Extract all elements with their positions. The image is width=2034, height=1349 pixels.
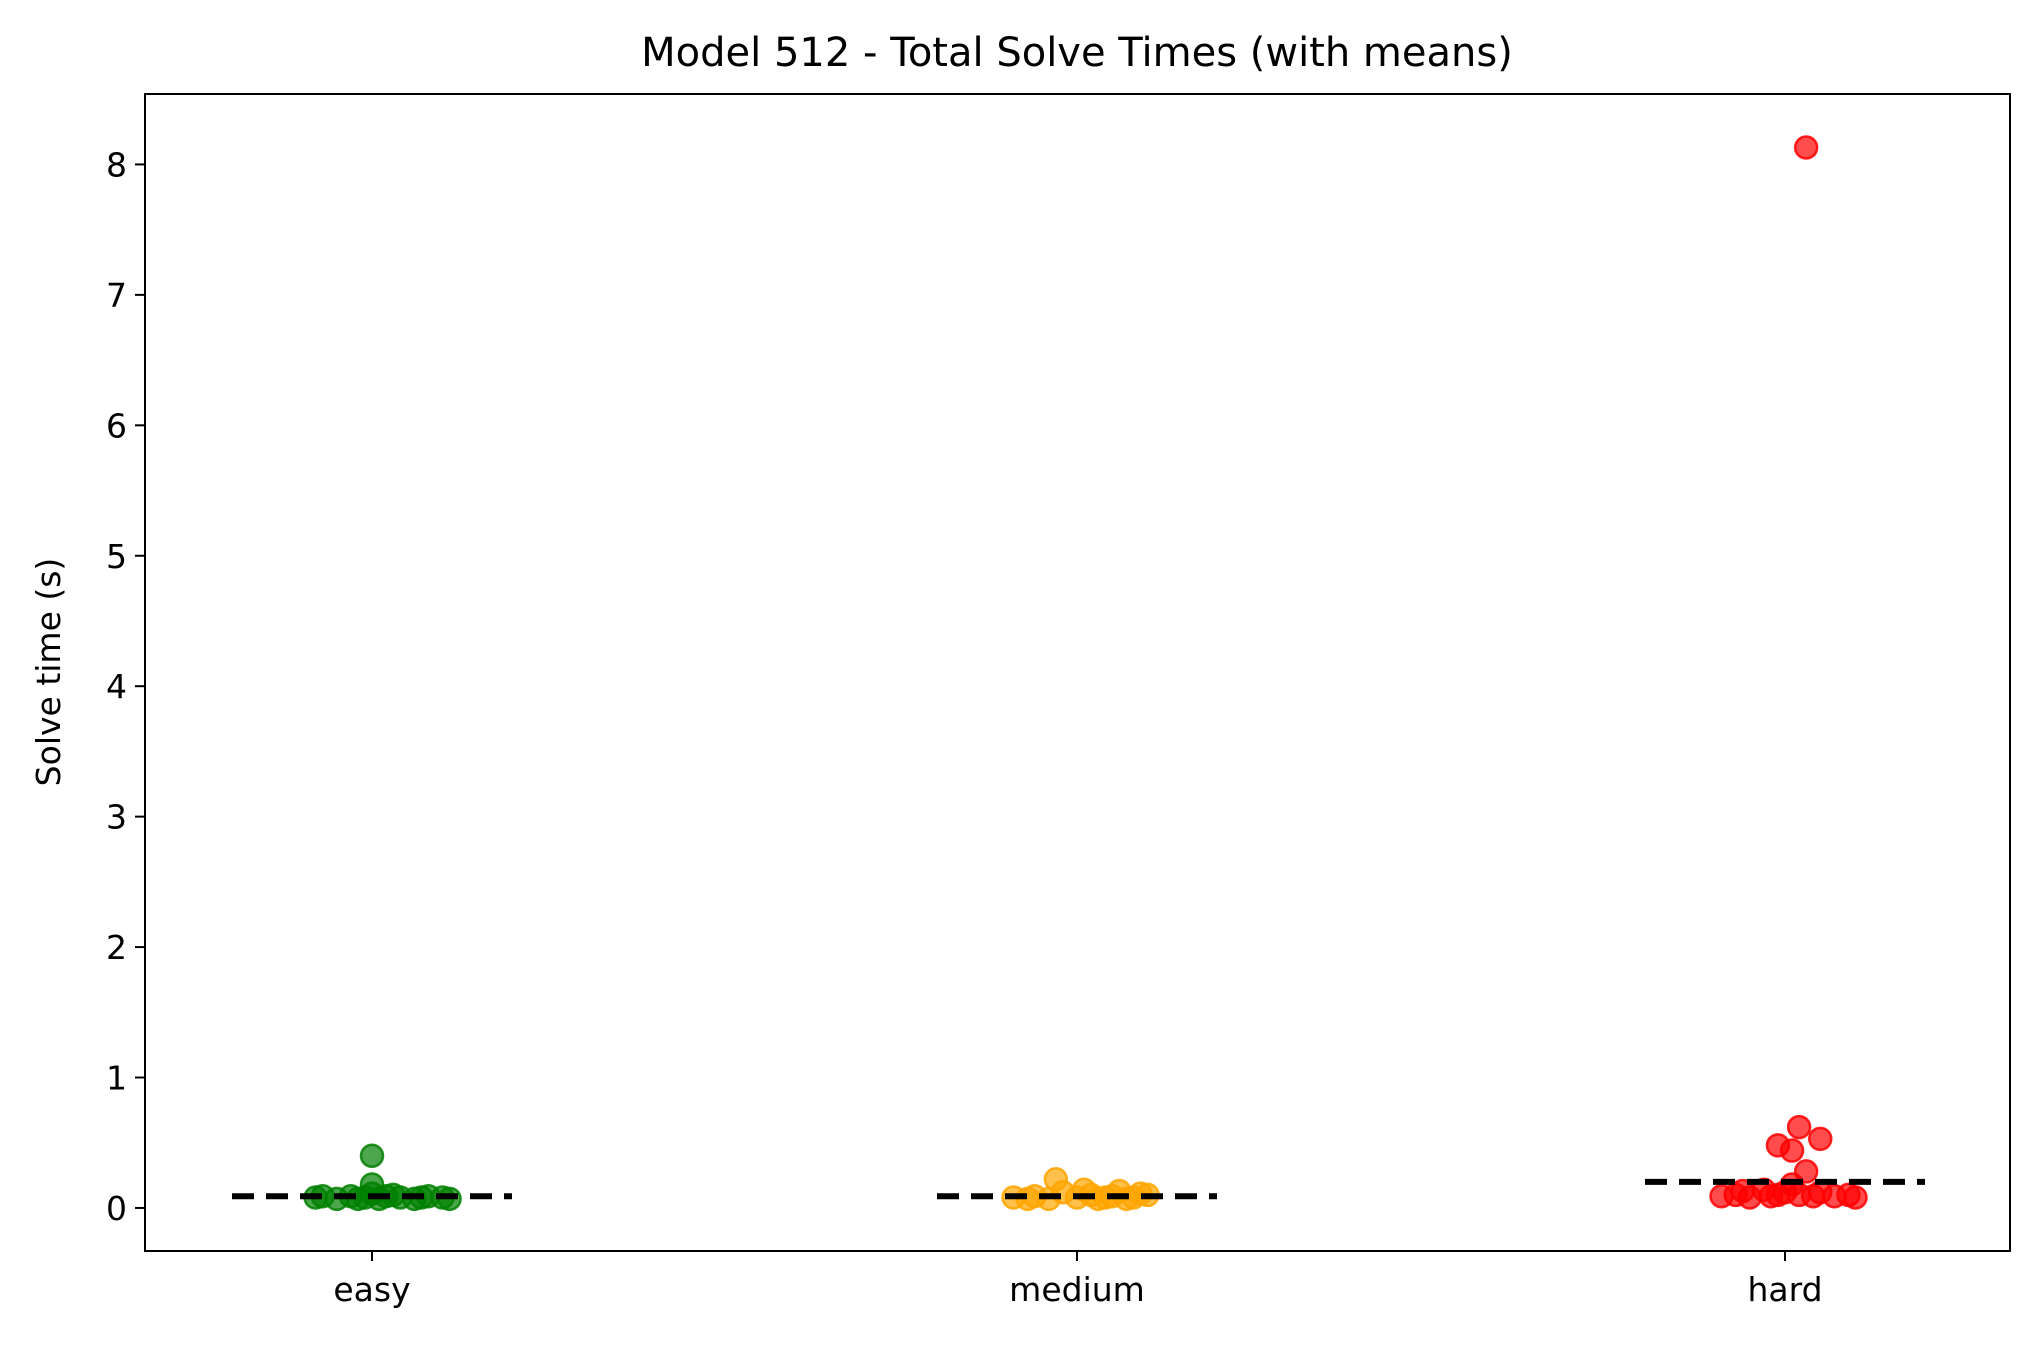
chart-title: Model 512 - Total Solve Times (with mean… bbox=[641, 30, 1513, 76]
y-tick-label: 3 bbox=[106, 798, 127, 837]
point-hard bbox=[1793, 1159, 1819, 1184]
y-tick-label: 4 bbox=[106, 667, 127, 706]
point-hard bbox=[1800, 1183, 1826, 1209]
x-tick-label-medium: medium bbox=[1009, 1270, 1145, 1309]
y-tick-label: 1 bbox=[106, 1059, 127, 1098]
x-tick-label-hard: hard bbox=[1747, 1270, 1822, 1309]
y-tick-label: 5 bbox=[106, 537, 127, 576]
point-hard bbox=[1793, 135, 1819, 160]
y-axis-ticks: 0 1 2 3 4 5 6 7 8 bbox=[106, 145, 145, 1228]
point-hard bbox=[1808, 1126, 1833, 1152]
plot-frame bbox=[144, 93, 2011, 1252]
y-tick-label: 6 bbox=[106, 406, 127, 445]
y-axis-label: Solve time (s) bbox=[29, 558, 68, 787]
y-tick-label: 2 bbox=[106, 928, 127, 967]
y-tick-label: 7 bbox=[106, 276, 127, 315]
y-tick-label: 8 bbox=[106, 145, 127, 184]
point-hard bbox=[1843, 1185, 1868, 1210]
point-easy bbox=[359, 1172, 385, 1197]
point-hard bbox=[1786, 1114, 1812, 1140]
point-hard bbox=[1779, 1138, 1805, 1163]
y-tick-label: 0 bbox=[106, 1189, 127, 1228]
point-easy bbox=[359, 1143, 385, 1169]
point-hard bbox=[1765, 1182, 1791, 1208]
point-hard bbox=[1730, 1178, 1755, 1204]
x-axis-ticks: easy medium hard bbox=[333, 1251, 1823, 1309]
x-tick-label-easy: easy bbox=[333, 1270, 410, 1309]
mean-lines bbox=[232, 1178, 1925, 1200]
